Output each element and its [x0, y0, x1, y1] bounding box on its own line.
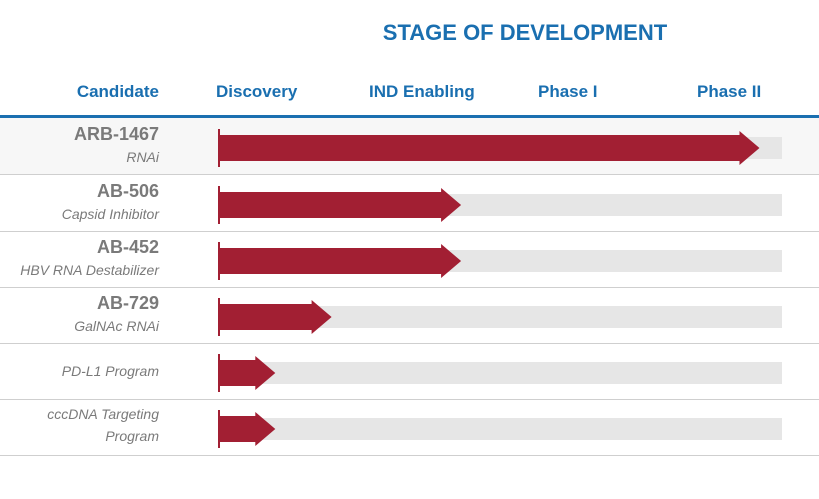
candidate-row: AB-452 HBV RNA Destabilizer — [0, 231, 819, 288]
candidate-description: HBV RNA Destabilizer — [20, 262, 159, 278]
candidate-name: ARB-1467 — [73, 124, 159, 144]
column-header-phase-1: Phase I — [538, 82, 598, 101]
candidate-description: GalNAc RNAi — [74, 318, 159, 334]
candidate-description: PD-L1 Program — [61, 363, 159, 379]
candidate-name: AB-452 — [96, 237, 159, 257]
candidate-row: ARB-1467 RNAi — [0, 118, 819, 175]
candidate-row: cccDNA Targeting Program — [0, 399, 819, 456]
candidate-row: PD-L1 Program — [0, 343, 819, 400]
candidate-name: AB-506 — [96, 181, 159, 201]
candidate-row: AB-729 GalNAc RNAi — [0, 287, 819, 344]
column-header-candidate: Candidate — [76, 82, 159, 101]
header-divider — [0, 115, 819, 118]
chart-title: STAGE OF DEVELOPMENT — [382, 20, 668, 45]
candidate-description: RNAi — [126, 149, 159, 165]
candidate-description-line-1: cccDNA Targeting — [47, 406, 159, 422]
candidate-description-line-2: Program — [105, 428, 159, 444]
column-header-ind-enabling: IND Enabling — [369, 82, 475, 101]
candidate-name: AB-729 — [96, 293, 159, 313]
column-header-phase-2: Phase II — [697, 82, 762, 101]
column-header-discovery: Discovery — [216, 82, 298, 101]
candidate-description: Capsid Inhibitor — [61, 206, 159, 222]
candidate-row: AB-506 Capsid Inhibitor — [0, 175, 819, 232]
